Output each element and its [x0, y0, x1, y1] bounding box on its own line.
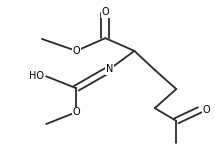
- Text: HO: HO: [29, 71, 44, 81]
- Text: O: O: [101, 7, 109, 17]
- Text: N: N: [106, 64, 113, 74]
- Text: O: O: [72, 107, 80, 117]
- Text: O: O: [72, 46, 80, 56]
- Text: O: O: [202, 105, 210, 115]
